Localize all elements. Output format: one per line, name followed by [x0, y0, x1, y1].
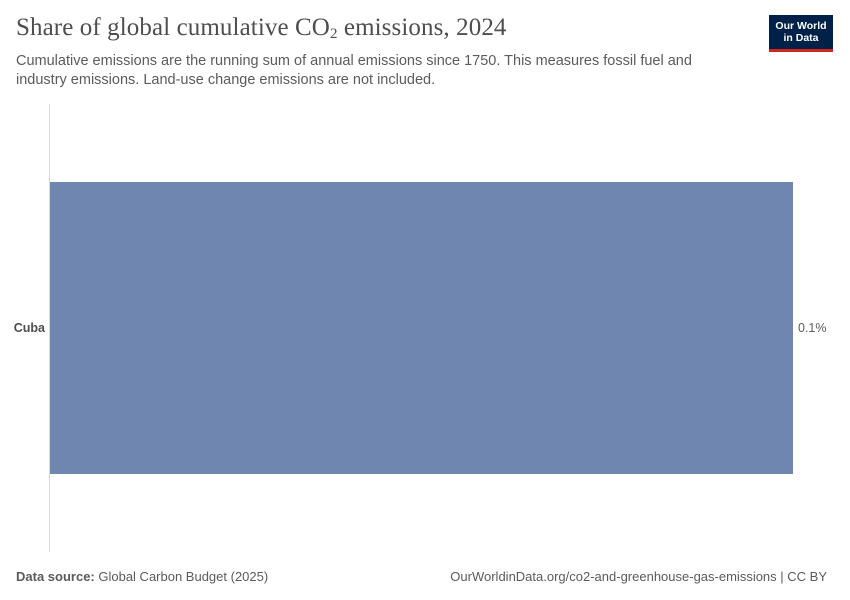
value-label: 0.1%: [798, 321, 827, 335]
chart-subtitle: Cumulative emissions are the running sum…: [16, 53, 692, 88]
data-source-label: Data source:: [16, 569, 95, 584]
chart-title: Share of global cumulative CO2 emissions…: [16, 14, 507, 43]
bars-group: Cuba 0.1%: [14, 182, 827, 474]
owid-logo[interactable]: Our World in Data: [769, 15, 833, 52]
bar-cuba[interactable]: [50, 182, 793, 474]
logo-line-1: Our World: [775, 20, 827, 32]
data-source-text: Global Carbon Budget (2025): [94, 569, 269, 584]
title-main: Share of global cumulative CO: [16, 14, 330, 41]
logo-line-2: in Data: [783, 32, 819, 44]
source-url-link[interactable]: OurWorldinData.org/co2-and-greenhouse-ga…: [450, 569, 827, 584]
title-tail: emissions, 2024: [337, 14, 507, 41]
category-label: Cuba: [14, 321, 46, 335]
data-source: Data source: Global Carbon Budget (2025): [16, 569, 268, 584]
title-subscript: 2: [329, 26, 338, 42]
